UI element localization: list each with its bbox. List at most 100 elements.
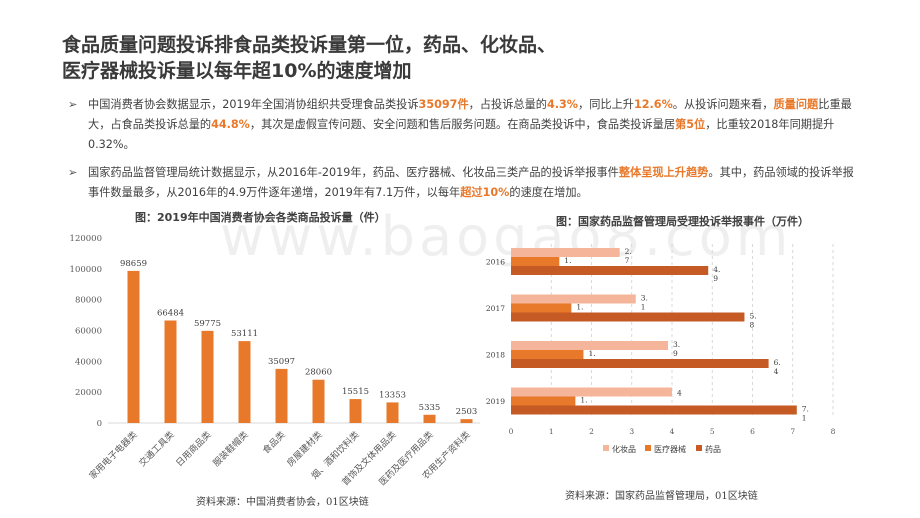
bar bbox=[312, 379, 325, 423]
chart2-source: 资料来源：国家药品监督管理局，01区块链 bbox=[565, 491, 758, 502]
x-tick-label: 交通工具类 bbox=[136, 429, 176, 469]
x-tick-label: 7 bbox=[790, 427, 795, 436]
data-label: 98659 bbox=[120, 259, 147, 269]
y-tick-label: 20000 bbox=[75, 388, 102, 398]
bar bbox=[460, 419, 473, 423]
bar bbox=[511, 359, 769, 368]
bar bbox=[511, 248, 620, 257]
data-label: 7. 1 bbox=[802, 405, 809, 423]
x-tick-label: 5 bbox=[710, 427, 715, 436]
text-run: 比重最大，占食品类投诉总量的 bbox=[88, 98, 852, 131]
hbar-chart-drug-reports: 01234567820162.71.24.920173.11.55.820183… bbox=[486, 244, 835, 454]
title-line-1: 食品质量问题投诉排食品类投诉量第一位，药品、化妆品、 bbox=[62, 34, 557, 56]
data-label: 35097 bbox=[268, 357, 295, 367]
x-tick-label: 日用商品类 bbox=[173, 429, 213, 469]
legend-swatch bbox=[603, 445, 609, 451]
y-tick-label: 2018 bbox=[486, 351, 505, 360]
bar bbox=[275, 368, 288, 423]
x-tick-label: 0 bbox=[509, 427, 514, 436]
data-label: 2. 7 bbox=[625, 247, 632, 265]
data-label: 5. 8 bbox=[749, 312, 756, 330]
bar bbox=[511, 387, 672, 397]
data-label: 28060 bbox=[305, 368, 332, 378]
bar bbox=[349, 399, 362, 423]
x-tick-label: 2 bbox=[589, 427, 594, 436]
bar bbox=[423, 414, 436, 423]
data-label: 3. 1 bbox=[641, 294, 648, 312]
text-run: 中国消费者协会数据显示，2019年全国消协组织共受理食品类投诉 bbox=[88, 98, 419, 111]
bullet-2: ➢ 国家药品监督管理局统计数据显示，从2016年-2019年，药品、医疗器械、化… bbox=[68, 163, 858, 203]
bar bbox=[127, 270, 140, 423]
text-run: 。从投诉问题来看， bbox=[672, 98, 774, 111]
data-label: 4. 9 bbox=[713, 265, 720, 283]
page-title: 食品质量问题投诉排食品类投诉量第一位，药品、化妆品、 医疗器械投诉量以每年超10… bbox=[62, 32, 882, 84]
text-run: ，比重较2018年同期提升0.32%。 bbox=[88, 118, 835, 151]
data-label: 15515 bbox=[342, 387, 369, 397]
y-tick-label: 2019 bbox=[486, 397, 505, 406]
data-label: 3. 9 bbox=[673, 340, 680, 358]
legend-label: 化妆品 bbox=[612, 444, 636, 454]
bar-chart-complaints: 0 20000 40000 60000 80000 100000 120000 98659 家用… bbox=[70, 234, 480, 488]
highlight: 质量问题 bbox=[773, 98, 819, 111]
chart2-title: 图：国家药品监督管理局受理投诉举报事件（万件） bbox=[556, 215, 809, 228]
x-tick-label: 服装鞋帽类 bbox=[210, 429, 250, 469]
data-label: 5335 bbox=[419, 403, 441, 413]
x-tick-label: 食品类 bbox=[260, 429, 288, 457]
arrow-bullet-icon: ➢ bbox=[68, 166, 78, 179]
highlight: 35097件 bbox=[418, 98, 469, 111]
legend-label: 药品 bbox=[705, 444, 721, 454]
y-tick-label: 100000 bbox=[70, 265, 102, 275]
highlight: 44.8% bbox=[211, 118, 250, 131]
bar bbox=[511, 303, 572, 313]
text-run: 国家药品监督管理局统计数据显示，从2016年-2019年，药品、医疗器械、化妆品… bbox=[88, 166, 619, 179]
bar bbox=[238, 341, 251, 423]
text-run: ，同比上升 bbox=[578, 98, 634, 111]
chart1-source: 资料来源：中国消费者协会，01区块链 bbox=[196, 497, 369, 508]
bullet-2-text: 国家药品监督管理局统计数据显示，从2016年-2019年，药品、医疗器械、化妆品… bbox=[88, 163, 858, 203]
highlight: 整体呈现上升趋势 bbox=[618, 166, 709, 179]
x-tick-label: 8 bbox=[831, 427, 835, 436]
highlight: 4.3% bbox=[546, 98, 579, 111]
y-tick-label: 2016 bbox=[486, 258, 505, 267]
y-tick-label: 80000 bbox=[75, 296, 102, 306]
legend-swatch bbox=[645, 445, 651, 451]
bar bbox=[511, 266, 709, 275]
bar bbox=[511, 396, 576, 406]
data-label: 53111 bbox=[231, 329, 258, 339]
bullet-1-text: 中国消费者协会数据显示，2019年全国消协组织共受理食品类投诉35097件，占投… bbox=[88, 95, 858, 155]
bar bbox=[511, 405, 797, 415]
data-label: 59775 bbox=[194, 319, 221, 329]
text-run: ，其次是虚假宣传问题、安全问题和售后服务问题。在商品类投诉中，食品类投诉量居 bbox=[249, 118, 676, 131]
highlight: 12.6% bbox=[633, 98, 673, 111]
data-label: 4 bbox=[677, 389, 682, 398]
y-tick-label: 2017 bbox=[486, 304, 505, 313]
data-label: 2503 bbox=[456, 407, 478, 417]
y-tick-label: 0 bbox=[97, 419, 102, 429]
arrow-bullet-icon: ➢ bbox=[68, 98, 78, 111]
data-label: 13353 bbox=[379, 390, 406, 400]
bar bbox=[201, 330, 214, 423]
legend-swatch bbox=[696, 445, 702, 451]
bar bbox=[511, 257, 560, 266]
chart1-title: 图：2019年中国消费者协会各类商品投诉量（件） bbox=[135, 211, 386, 224]
x-tick-label: 房屋建材类 bbox=[284, 429, 324, 469]
x-tick-label: 3 bbox=[629, 427, 634, 436]
y-tick-label: 120000 bbox=[70, 234, 102, 244]
text-run: 的速度在增加。 bbox=[509, 186, 588, 199]
bar bbox=[511, 341, 668, 350]
bullet-1: ➢ 中国消费者协会数据显示，2019年全国消协组织共受理食品类投诉35097件，… bbox=[68, 95, 858, 155]
x-tick-label: 1 bbox=[549, 427, 554, 436]
highlight: 超过10% bbox=[460, 186, 510, 199]
bar bbox=[511, 294, 636, 304]
data-label: 6. 4 bbox=[774, 358, 781, 376]
text-run: 。其中，药品领域的投诉举报事件数量最多，从2016年的4.9万件逐年递增，201… bbox=[88, 166, 854, 199]
data-label: 66484 bbox=[157, 309, 184, 319]
highlight: 第5位 bbox=[675, 118, 706, 131]
bar bbox=[164, 320, 177, 423]
y-tick-label: 60000 bbox=[75, 327, 102, 337]
bar bbox=[386, 402, 399, 423]
x-tick-label: 4 bbox=[670, 427, 675, 436]
title-line-2: 医疗器械投诉量以每年超10%的速度增加 bbox=[62, 60, 412, 82]
bar bbox=[511, 350, 584, 359]
y-tick-label: 40000 bbox=[75, 357, 102, 367]
